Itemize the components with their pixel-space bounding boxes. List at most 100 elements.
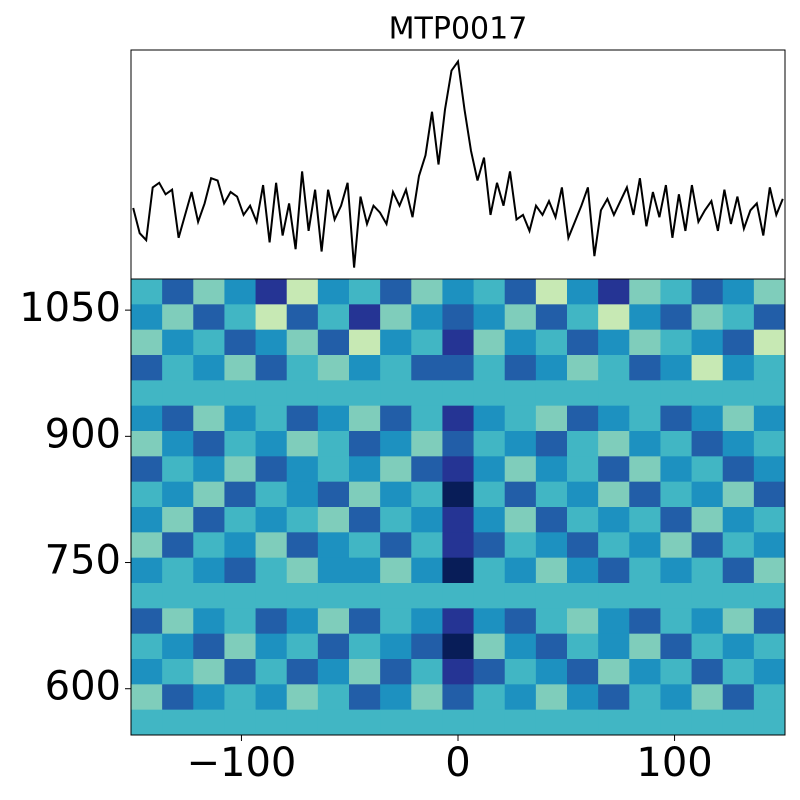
heat-cell — [442, 532, 475, 559]
heat-cell — [255, 279, 288, 305]
heat-cell — [504, 431, 537, 457]
heat-cell — [162, 557, 194, 584]
heat-cell — [349, 405, 381, 432]
heat-cell — [504, 633, 537, 660]
heat-cell — [753, 583, 786, 609]
heat-cell — [691, 481, 724, 508]
heat-cell — [660, 633, 693, 660]
heat-cell — [162, 380, 194, 407]
heat-cell — [131, 405, 163, 432]
heat-cell — [660, 304, 693, 331]
heat-cell — [567, 431, 599, 457]
heat-cell — [162, 355, 194, 381]
heat-cell — [473, 557, 506, 584]
heat-cell — [442, 380, 475, 407]
heat-cell — [162, 633, 194, 660]
heat-cell — [629, 355, 661, 381]
heat-cell — [535, 583, 568, 609]
heat-cell — [286, 583, 319, 609]
heat-cell — [131, 279, 163, 305]
heat-cell — [442, 355, 475, 381]
heat-cell — [317, 684, 350, 711]
heat-cell — [255, 633, 288, 660]
heat-cell — [349, 557, 381, 584]
heat-cell — [380, 405, 412, 432]
heat-cell — [629, 583, 661, 609]
heat-cell — [535, 355, 568, 381]
heat-cell — [722, 279, 755, 305]
heat-cell — [317, 380, 350, 407]
heat-cell — [473, 583, 506, 609]
heat-cell — [411, 355, 443, 381]
heat-cell — [255, 583, 288, 609]
heat-cell — [598, 456, 630, 483]
heat-cell — [567, 481, 599, 508]
y-tick-label: 900 — [45, 411, 121, 457]
heat-cell — [380, 431, 412, 457]
heat-cell — [473, 608, 506, 635]
heat-cell — [349, 659, 381, 685]
heat-cell — [629, 507, 661, 533]
heat-cell — [629, 380, 661, 407]
heat-cell — [660, 431, 693, 457]
heat-cell — [317, 583, 350, 609]
heat-cell — [722, 684, 755, 711]
heat-cell — [473, 380, 506, 407]
heat-cell — [162, 709, 194, 736]
profile-line — [132, 58, 784, 268]
heat-cell — [317, 507, 350, 533]
heat-cell — [224, 684, 257, 711]
heat-cell — [193, 684, 225, 711]
heat-cell — [286, 304, 319, 331]
heat-cell — [193, 431, 225, 457]
heat-cell — [162, 481, 194, 508]
heat-cell — [286, 633, 319, 660]
heat-cell — [286, 405, 319, 432]
heat-cell — [753, 507, 786, 533]
heat-cell — [411, 431, 443, 457]
heat-cell — [598, 507, 630, 533]
heat-cell — [349, 279, 381, 305]
heat-cell — [567, 405, 599, 432]
heat-cell — [131, 507, 163, 533]
heat-cell — [131, 456, 163, 483]
heat-cell — [255, 431, 288, 457]
heat-cell — [255, 608, 288, 635]
heat-cell — [317, 659, 350, 685]
heat-cell — [691, 431, 724, 457]
heat-cell — [442, 456, 475, 483]
heat-cell — [411, 380, 443, 407]
x-tick-label: 0 — [445, 740, 470, 786]
heat-cell — [131, 431, 163, 457]
heat-cell — [535, 507, 568, 533]
heat-cell — [349, 380, 381, 407]
heat-cell — [504, 709, 537, 736]
heat-cell — [442, 633, 475, 660]
heat-cell — [131, 304, 163, 331]
heat-cell — [691, 532, 724, 559]
heat-cell — [567, 557, 599, 584]
heat-cell — [286, 507, 319, 533]
heat-cell — [380, 633, 412, 660]
heat-cell — [660, 557, 693, 584]
heat-cell — [317, 329, 350, 356]
heat-cell — [286, 608, 319, 635]
heat-cell — [224, 481, 257, 508]
heat-cell — [442, 507, 475, 533]
heat-cell — [442, 279, 475, 305]
heat-cell — [722, 633, 755, 660]
heat-cell — [504, 405, 537, 432]
heat-cell — [224, 659, 257, 685]
heat-cell — [224, 405, 257, 432]
heat-cell — [629, 279, 661, 305]
heat-cell — [380, 583, 412, 609]
heat-cell — [722, 507, 755, 533]
heat-cell — [131, 355, 163, 381]
heat-cell — [629, 456, 661, 483]
heat-cell — [317, 709, 350, 736]
heat-cell — [691, 633, 724, 660]
heat-cell — [629, 633, 661, 660]
heat-cell — [753, 659, 786, 685]
heat-cell — [317, 481, 350, 508]
heat-cell — [504, 507, 537, 533]
